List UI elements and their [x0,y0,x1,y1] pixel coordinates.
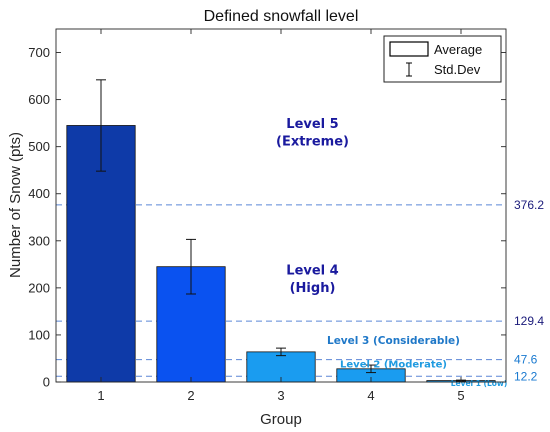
level-annotation-line: Level 2 (Moderate) [340,359,447,370]
legend-stddev-symbol [406,62,412,77]
y-tick-label: 0 [43,375,50,390]
legend-average-swatch [389,41,429,57]
chart-title: Defined snowfall level [204,8,359,25]
y-tick-label: 200 [28,280,50,295]
level-annotation-line: Level 3 (Considerable) [327,335,460,347]
y-tick-label: 300 [28,233,50,248]
error-bars [96,79,466,382]
level-annotation: Level 4 (High) [286,264,338,297]
legend-average-label: Average [434,42,482,57]
x-tick-label: 1 [97,388,104,403]
x-tick-labels: 1 2 3 4 5 [97,388,464,403]
threshold-labels: 376.2 129.4 47.6 12.2 [514,198,544,383]
level-annotation-line: Level 4 [286,264,338,279]
axes [55,28,507,383]
error-bar-group-3 [276,347,286,357]
level-annotation: Level 2 (Moderate) [340,359,447,370]
y-tick-label: 500 [28,139,50,154]
x-tick-label: 4 [367,388,374,403]
y-tick-labels: 0 100 200 300 400 500 600 700 [28,45,50,389]
level-annotation: Level 5 (Extreme) [276,117,349,150]
y-tick-label: 700 [28,45,50,60]
threshold-label: 376.2 [514,198,544,212]
legend-stddev-label: Std.Dev [434,62,481,77]
threshold-label: 12.2 [514,369,538,383]
x-tick-label: 2 [187,388,194,403]
x-tick-label: 5 [457,388,464,403]
level-annotation-line: (Extreme) [276,134,349,149]
error-bar-group-4 [366,364,376,374]
legend: Average Std.Dev [383,35,502,83]
level-annotation-line: (High) [290,281,336,296]
y-tick-label: 400 [28,186,50,201]
error-bar-group-1 [96,79,106,172]
level-annotations: Level 5 (Extreme) Level 4 (High) Level 3 (Co… [276,117,507,388]
x-axis-label: Group [260,411,302,428]
bar-group-3 [246,351,316,383]
level-annotation: Level 1 (Low) [451,379,508,388]
y-axis-label: Number of Snow (pts) [7,132,24,278]
threshold-label: 47.6 [514,353,538,367]
error-bar-group-2 [186,238,196,295]
y-tick-label: 100 [28,327,50,342]
level-annotation: Level 3 (Considerable) [327,335,460,347]
threshold-label: 129.4 [514,314,544,328]
level-annotation-line: Level 5 [286,117,338,132]
level-annotation-line: Level 1 (Low) [451,379,508,388]
x-tick-label: 3 [277,388,284,403]
y-tick-label: 600 [28,92,50,107]
